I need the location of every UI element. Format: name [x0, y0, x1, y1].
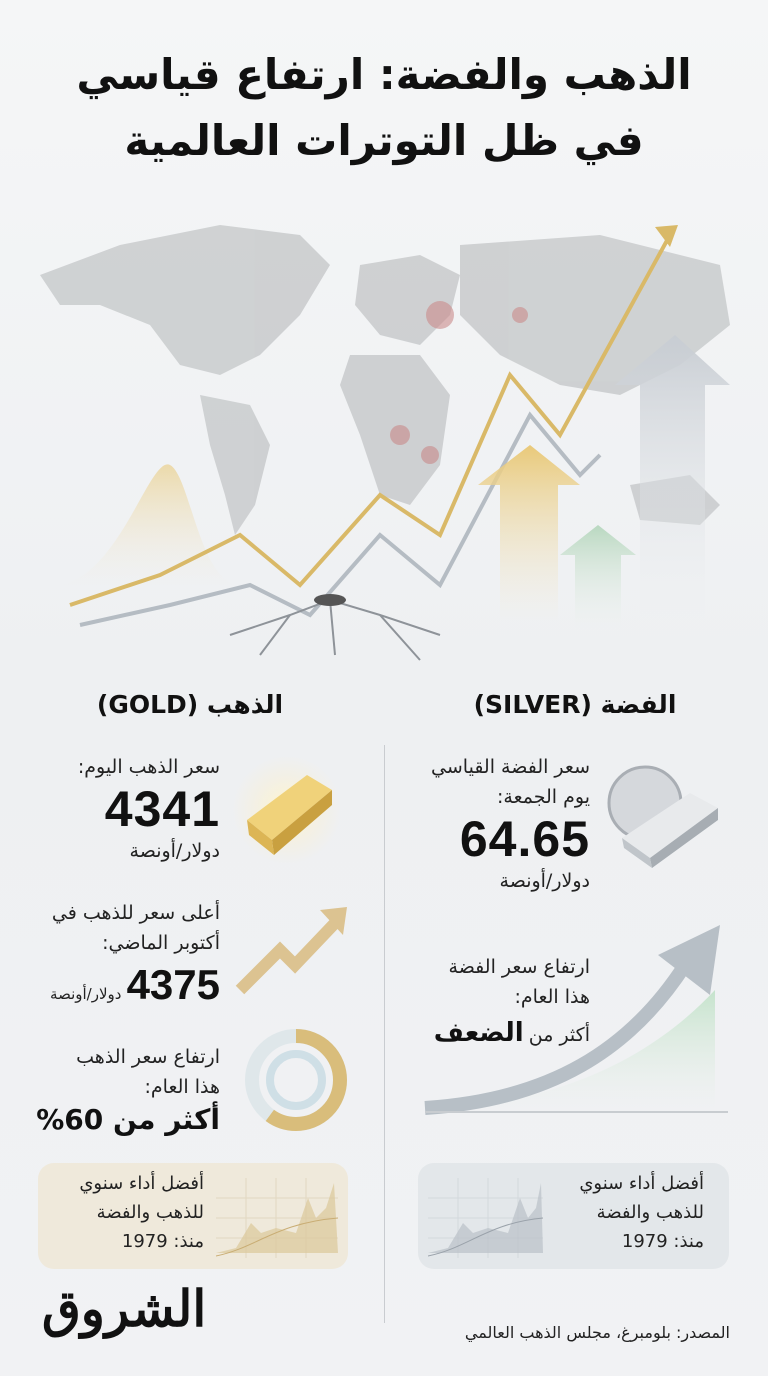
- gold-donut-icon: [245, 1029, 347, 1131]
- gold-trend-arrow-icon: [235, 907, 347, 995]
- gold-today-price: سعر الذهب اليوم: 4341 دولار/أونصة: [20, 752, 220, 866]
- gold-record-value: 4375: [126, 961, 220, 1008]
- column-divider: [384, 745, 385, 1323]
- hero-illustration: [40, 225, 730, 661]
- silver-header: الفضة (SILVER): [473, 690, 677, 719]
- silver-trend-line: [79, 411, 602, 627]
- gold-rise-value: أكثر من 60%: [36, 1103, 220, 1136]
- gold-performance-card: أفضل أداء سنوي للذهب والفضة منذ: 1979: [38, 1163, 348, 1269]
- silver-rise-value: الضعف: [433, 1018, 524, 1048]
- silver-performance-card: أفضل أداء سنوي للذهب والفضة منذ: 1979: [418, 1163, 729, 1269]
- silver-coin-bar-icon: [607, 765, 718, 868]
- gold-yearly-rise: ارتفاع سعر الذهب هذا العام: أكثر من 60%: [10, 1042, 220, 1138]
- silver-growth-arrow-icon: [424, 925, 728, 1115]
- source-note: المصدر: بلومبرغ، مجلس الذهب العالمي: [464, 1323, 730, 1342]
- silver-record-price: سعر الفضة القياسي يوم الجمعة: 64.65 دولا…: [360, 752, 590, 896]
- crack-icon: [229, 598, 441, 661]
- gold-arrow-icon: [478, 445, 580, 625]
- silver-arrow-icon: [615, 335, 730, 635]
- page-title: الذهب والفضة: ارتفاع قياسي في ظل التوترا…: [76, 50, 692, 165]
- gold-history-chart: [216, 1178, 338, 1258]
- gold-bar-icon: [232, 755, 342, 865]
- gold-header: الذهب (GOLD): [96, 690, 284, 719]
- silver-yearly-rise: ارتفاع سعر الفضة هذا العام: أكثر من الضع…: [433, 956, 590, 1048]
- gold-record-price: أعلى سعر للذهب في أكتوبر الماضي: 4375 دو…: [50, 902, 220, 1008]
- gold-wave: [60, 464, 240, 585]
- silver-price-value: 64.65: [459, 811, 590, 867]
- green-arrow-icon: [560, 525, 636, 635]
- gold-price-value: 4341: [104, 781, 220, 837]
- gold-trend-line: [69, 234, 672, 607]
- logo: الشروق: [42, 1279, 207, 1338]
- silver-history-chart: [428, 1178, 543, 1258]
- conflict-regions: [390, 301, 528, 464]
